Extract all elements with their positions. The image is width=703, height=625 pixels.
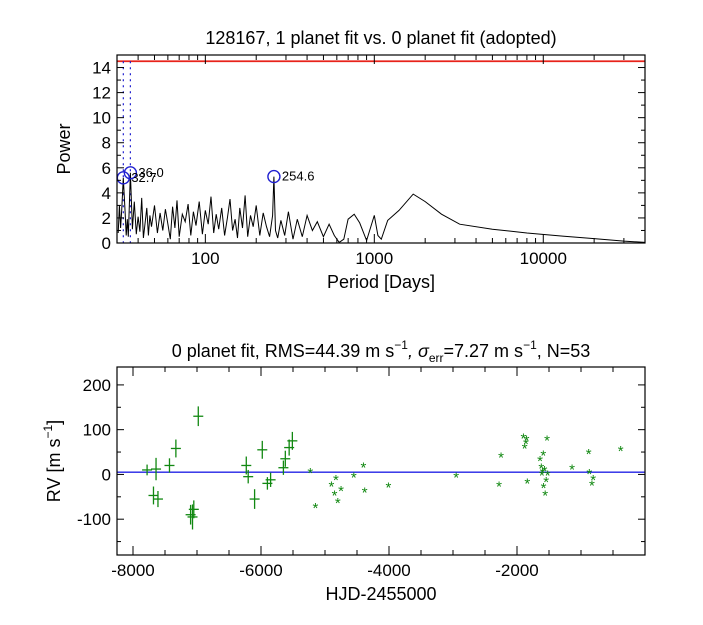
y-tick-label: 4 — [102, 184, 111, 203]
rv-star-point: * — [312, 500, 318, 517]
rv-panel: 0 planet fit, RMS=44.39 m s−1, σerr=7.27… — [41, 338, 646, 604]
rv-y-label-sup: −1 — [41, 425, 55, 439]
rv-errorbar-point — [280, 450, 291, 467]
rv-star-point: * — [332, 488, 338, 505]
rv-title-part-d: , N=53 — [537, 341, 591, 361]
rv-star-point: * — [524, 475, 530, 492]
rv-star-point: * — [543, 474, 549, 491]
rv-star-point: * — [586, 446, 592, 463]
rv-star-point: * — [541, 480, 547, 497]
peak-marker — [123, 166, 138, 180]
rv-star-point: * — [362, 484, 368, 501]
periodogram-title: 128167, 1 planet fit vs. 0 planet fit (a… — [205, 28, 556, 48]
periodogram-y-label: Power — [54, 123, 74, 174]
rv-title-part-b: , σ — [408, 341, 430, 361]
periodogram-x-label: Period [Days] — [327, 272, 435, 292]
peak-marker — [267, 169, 281, 184]
rv-x-label: HJD-2455000 — [325, 584, 436, 604]
x-tick-label: -2000 — [495, 561, 538, 580]
y-tick-label: 10 — [92, 109, 111, 128]
rv-errorbar-point — [142, 464, 153, 476]
rv-errorbar-point — [249, 489, 260, 509]
x-tick-label: -8000 — [111, 561, 154, 580]
y-tick-label: -100 — [77, 510, 111, 529]
rv-star-point: * — [335, 495, 341, 512]
rv-star-point: * — [537, 453, 543, 470]
periodogram-line — [117, 172, 646, 244]
y-tick-label: 200 — [83, 376, 111, 395]
y-tick-label: 0 — [102, 234, 111, 253]
y-tick-label: 0 — [102, 465, 111, 484]
rv-errorbar-point — [278, 460, 289, 475]
rv-star-point: * — [385, 480, 391, 497]
rv-errorbar-point — [243, 469, 254, 484]
rv-errorbar-point — [164, 458, 175, 473]
rv-star-point: * — [523, 436, 529, 453]
rv-star-point: * — [542, 488, 548, 505]
rv-star-point: * — [520, 431, 526, 448]
rv-star-point: * — [328, 479, 334, 496]
rv-errorbar-point — [188, 500, 199, 519]
rv-errorbar-point — [170, 439, 181, 458]
rv-star-point: * — [524, 433, 530, 450]
rv-errorbar-point — [265, 472, 276, 487]
rv-errorbar-point — [257, 440, 268, 459]
rv-frame — [116, 366, 646, 556]
x-tick-label: -4000 — [367, 561, 410, 580]
peak-label: 254.6 — [282, 169, 315, 184]
y-tick-label: 8 — [102, 134, 111, 153]
rv-errorbar-point — [193, 406, 204, 427]
rv-star-point: * — [540, 465, 546, 482]
peak-label: 36.0 — [138, 165, 163, 180]
x-tick-label: 1000 — [355, 249, 393, 268]
y-tick-label: 2 — [102, 209, 111, 228]
rv-title-part-c: =7.27 m s — [444, 341, 524, 361]
rv-star-point: * — [544, 433, 550, 450]
rv-star-point: * — [540, 447, 546, 464]
rv-errorbar-point — [152, 490, 163, 508]
rv-star-point: * — [307, 465, 313, 482]
x-tick-label: -6000 — [239, 561, 282, 580]
y-tick-label: 6 — [102, 159, 111, 178]
rv-star-point: * — [586, 466, 592, 483]
periodogram-panel: 128167, 1 planet fit vs. 0 planet fit (a… — [54, 28, 646, 292]
rv-star-point: * — [360, 459, 366, 476]
x-tick-label: 10000 — [520, 249, 567, 268]
rv-star-point: * — [453, 470, 459, 487]
rv-title-sup-2: −1 — [523, 338, 537, 352]
rv-star-point: * — [498, 450, 504, 467]
rv-star-point: * — [351, 470, 357, 487]
rv-title-sup-1: −1 — [394, 338, 408, 352]
rv-star-point: * — [545, 467, 551, 484]
rv-errorbar-point — [187, 504, 198, 530]
rv-star-point: * — [338, 483, 344, 500]
rv-errorbar-point — [287, 431, 298, 450]
rv-star-point: * — [589, 477, 595, 494]
rv-star-point: * — [496, 479, 502, 496]
rv-errorbar-point — [151, 457, 162, 481]
rv-y-label-end: ] — [44, 420, 64, 425]
periodogram-frame — [116, 54, 646, 244]
rv-y-label: RV [m s−1] — [41, 420, 64, 502]
rv-star-point: * — [333, 472, 339, 489]
rv-star-point: * — [522, 441, 528, 458]
y-tick-label: 14 — [92, 59, 111, 78]
rv-star-point: * — [618, 443, 624, 460]
rv-title-part-a: 0 planet fit, RMS=44.39 m s — [172, 341, 395, 361]
rv-star-point: * — [538, 461, 544, 478]
x-tick-label: 100 — [191, 249, 219, 268]
rv-star-point: * — [539, 467, 545, 484]
rv-errorbar-point — [148, 486, 159, 505]
rv-star-point: * — [590, 472, 596, 489]
peak-label: 32.7 — [131, 170, 156, 185]
rv-title-sub: err — [429, 351, 444, 365]
y-tick-label: 12 — [92, 84, 111, 103]
rv-star-point: * — [569, 462, 575, 479]
rv-title: 0 planet fit, RMS=44.39 m s−1, σerr=7.27… — [172, 338, 591, 365]
y-tick-label: 100 — [83, 421, 111, 440]
rv-y-label-main: RV [m s — [44, 439, 64, 503]
rv-star-point: * — [542, 463, 548, 480]
rv-errorbar-point — [241, 456, 252, 475]
